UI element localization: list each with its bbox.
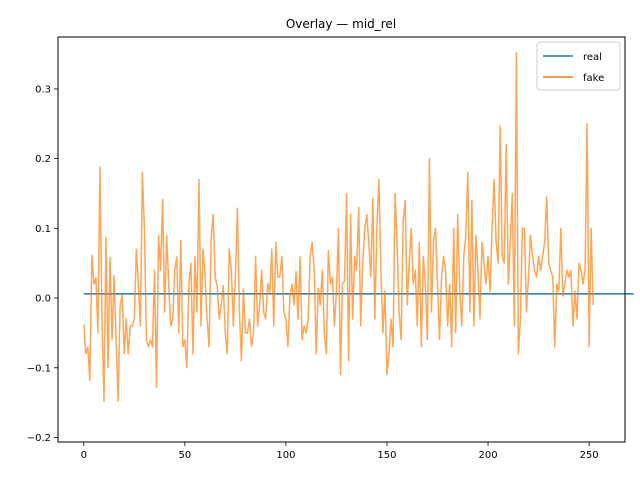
chart-title: Overlay — mid_rel [286, 17, 396, 31]
plot-frame [57, 36, 626, 443]
x-tick-label: 150 [377, 450, 396, 461]
x-tick-label: 100 [276, 450, 295, 461]
x-tick-label: 0 [81, 450, 87, 461]
y-tick-label: −0.2 [27, 433, 51, 444]
legend-label-real: real [583, 52, 602, 63]
axis-layer: 0 50 100 150 200 250 −0.2 −0.1 0.0 0.1 0.2 0.3 [27, 84, 599, 461]
y-tick-label: 0.0 [35, 294, 51, 305]
y-tick-label: −0.1 [27, 363, 51, 374]
x-tick-label: 50 [178, 450, 191, 461]
x-tick-label: 200 [479, 450, 498, 461]
legend: real fake [536, 41, 621, 91]
y-tick-label: 0.1 [35, 224, 51, 235]
y-tick-label: 0.3 [35, 84, 51, 95]
y-tick-label: 0.2 [35, 154, 51, 165]
x-tick-label: 250 [580, 450, 599, 461]
legend-box [536, 41, 621, 91]
series-layer [83, 51, 634, 402]
legend-label-fake: fake [583, 73, 604, 84]
series-line-fake [83, 51, 594, 402]
